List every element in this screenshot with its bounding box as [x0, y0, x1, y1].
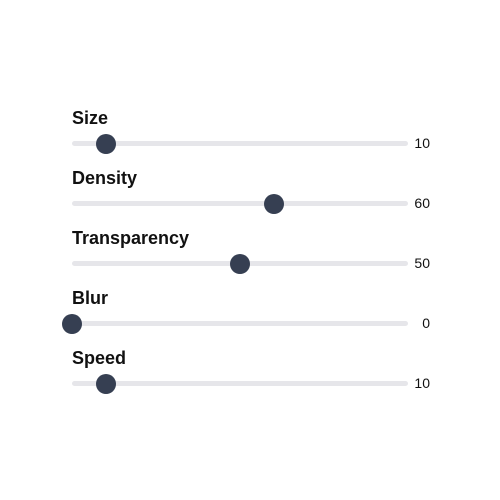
slider-row-transparency: Transparency 50	[72, 227, 430, 287]
slider-thumb-density[interactable]	[263, 193, 284, 214]
slider-value-density: 60	[414, 195, 430, 211]
slider-label-speed: Speed	[72, 348, 127, 368]
slider-thumb-speed[interactable]	[95, 373, 116, 394]
slider-row-speed: Speed 10	[72, 347, 430, 407]
slider-track-transparency[interactable]	[72, 253, 408, 274]
slider-label-size: Size	[72, 108, 109, 128]
slider-row-density: Density 60	[72, 167, 430, 227]
slider-value-speed: 10	[414, 375, 430, 391]
slider-track-blur[interactable]	[62, 313, 408, 334]
slider-value-size: 10	[414, 135, 430, 151]
slider-row-blur: Blur 0	[62, 287, 430, 347]
slider-row-size: Size 10	[72, 107, 430, 167]
slider-thumb-blur[interactable]	[62, 313, 82, 334]
slider-value-blur: 0	[422, 315, 430, 331]
settings-panel: Size 10 Density 60 Transparency 50 Blur …	[62, 107, 430, 407]
slider-label-blur: Blur	[72, 288, 108, 308]
slider-thumb-size[interactable]	[95, 133, 116, 154]
slider-track-density[interactable]	[72, 193, 408, 214]
slider-value-transparency: 50	[414, 255, 430, 271]
slider-track-speed[interactable]	[72, 373, 408, 394]
slider-track-size[interactable]	[72, 133, 408, 154]
slider-label-density: Density	[72, 168, 138, 188]
slider-label-transparency: Transparency	[72, 228, 190, 248]
slider-thumb-transparency[interactable]	[230, 253, 250, 274]
